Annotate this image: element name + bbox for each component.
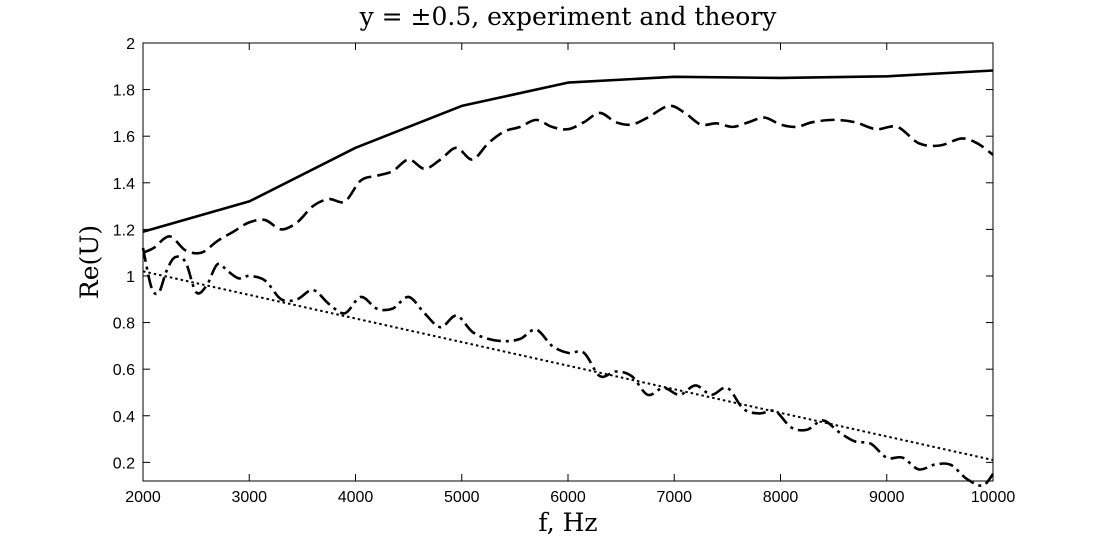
- x-tick-label: 10000: [971, 489, 1016, 506]
- y-tick-label: 1.2: [113, 222, 135, 239]
- plot-frame: [142, 42, 994, 482]
- y-tick-label: 0.4: [113, 409, 135, 426]
- x-axis-ticks: 2000 3000 4000 5000 6000 7000 8000 9000 10000: [125, 43, 1015, 506]
- y-tick-label: 1.6: [113, 129, 135, 146]
- x-tick-label: 2000: [125, 489, 161, 506]
- series-line-dashdot: [141, 247, 995, 488]
- x-tick-label: 5000: [444, 489, 480, 506]
- x-tick-label: 8000: [763, 489, 799, 506]
- y-tick-label: 1.4: [113, 176, 135, 193]
- y-tick-label: 2: [126, 36, 135, 53]
- chart-title: y = ±0.5, experiment and theory: [359, 2, 778, 31]
- y-tick-label: 0.2: [113, 455, 135, 472]
- series-line-dotted: [142, 270, 994, 462]
- y-tick-label: 0.8: [113, 316, 135, 333]
- series-line-dashed: [142, 104, 994, 255]
- x-tick-label: 7000: [656, 489, 692, 506]
- y-axis-label: Re(U): [75, 225, 104, 299]
- x-axis-label: f, Hz: [538, 508, 597, 537]
- x-tick-label: 4000: [338, 489, 374, 506]
- y-tick-label: 1: [126, 269, 135, 286]
- series-layer: [141, 69, 995, 488]
- y-tick-label: 0.6: [113, 362, 135, 379]
- x-tick-label: 6000: [550, 489, 586, 506]
- y-axis-ticks: 0.2 0.4 0.6 0.8 1 1.2 1.4 1.6 1.8 2: [113, 36, 993, 472]
- x-tick-label: 3000: [231, 489, 267, 506]
- y-tick-label: 1.8: [113, 83, 135, 100]
- series-line-solid: [142, 69, 994, 233]
- x-tick-label: 9000: [869, 489, 905, 506]
